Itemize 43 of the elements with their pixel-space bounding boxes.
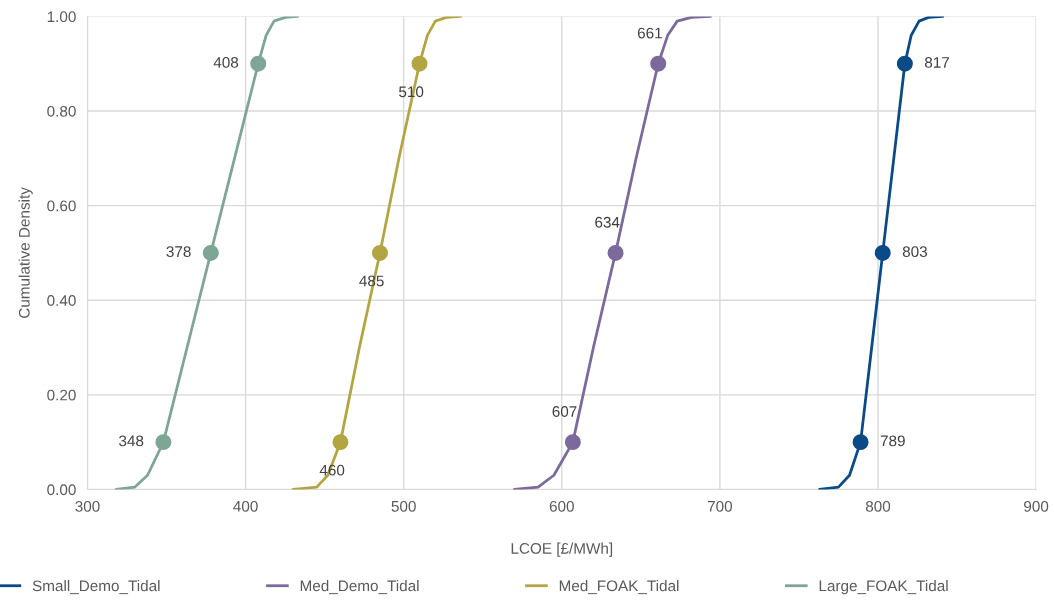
point — [896, 55, 913, 72]
y-tick-label: 0.60 — [47, 200, 76, 212]
y-tick-label: 0.40 — [47, 295, 76, 306]
x-axis-title: LCOE [£/MWh] — [511, 542, 613, 557]
y-tick-label: 1.00 — [47, 11, 76, 23]
annotation: 607 — [552, 406, 577, 417]
annotation: 348 — [119, 435, 144, 447]
x-tick-label: 900 — [1024, 500, 1049, 512]
legend-label: Med_Demo_Tidal — [300, 580, 419, 595]
y-tick-label: 0.00 — [47, 484, 76, 496]
point — [852, 434, 869, 451]
annotation: 634 — [595, 216, 620, 228]
point — [650, 55, 667, 72]
point — [202, 244, 219, 261]
point — [332, 434, 349, 451]
point — [155, 434, 172, 451]
point — [250, 55, 267, 72]
point — [411, 55, 428, 72]
point — [564, 434, 581, 451]
annotation: 803 — [902, 246, 927, 258]
legend-label: Large_FOAK_Tidal — [819, 580, 948, 595]
y-tick-label: 0.80 — [47, 105, 76, 117]
point — [874, 244, 891, 261]
annotation: 378 — [166, 246, 191, 258]
x-tick-label: 500 — [391, 500, 416, 512]
annotation: 789 — [880, 435, 905, 447]
line-series — [291, 16, 462, 490]
legend-label: Small_Demo_Tidal — [32, 580, 160, 595]
point — [371, 244, 388, 261]
x-tick-label: 700 — [707, 500, 733, 512]
x-tick-label: 800 — [865, 500, 891, 512]
line-series — [512, 16, 712, 490]
x-tick-label: 600 — [549, 500, 574, 512]
y-axis-title: Cumulative Density — [18, 187, 33, 318]
annotation: 661 — [637, 27, 662, 39]
point — [607, 244, 624, 261]
annotation: 817 — [924, 57, 950, 68]
x-tick-label: 400 — [233, 500, 258, 512]
legend-label: Med_FOAK_Tidal — [559, 580, 679, 595]
annotation: 408 — [213, 57, 239, 68]
line-series — [114, 16, 300, 490]
x-tick-label: 300 — [75, 500, 100, 512]
y-tick-label: 0.20 — [47, 389, 76, 401]
